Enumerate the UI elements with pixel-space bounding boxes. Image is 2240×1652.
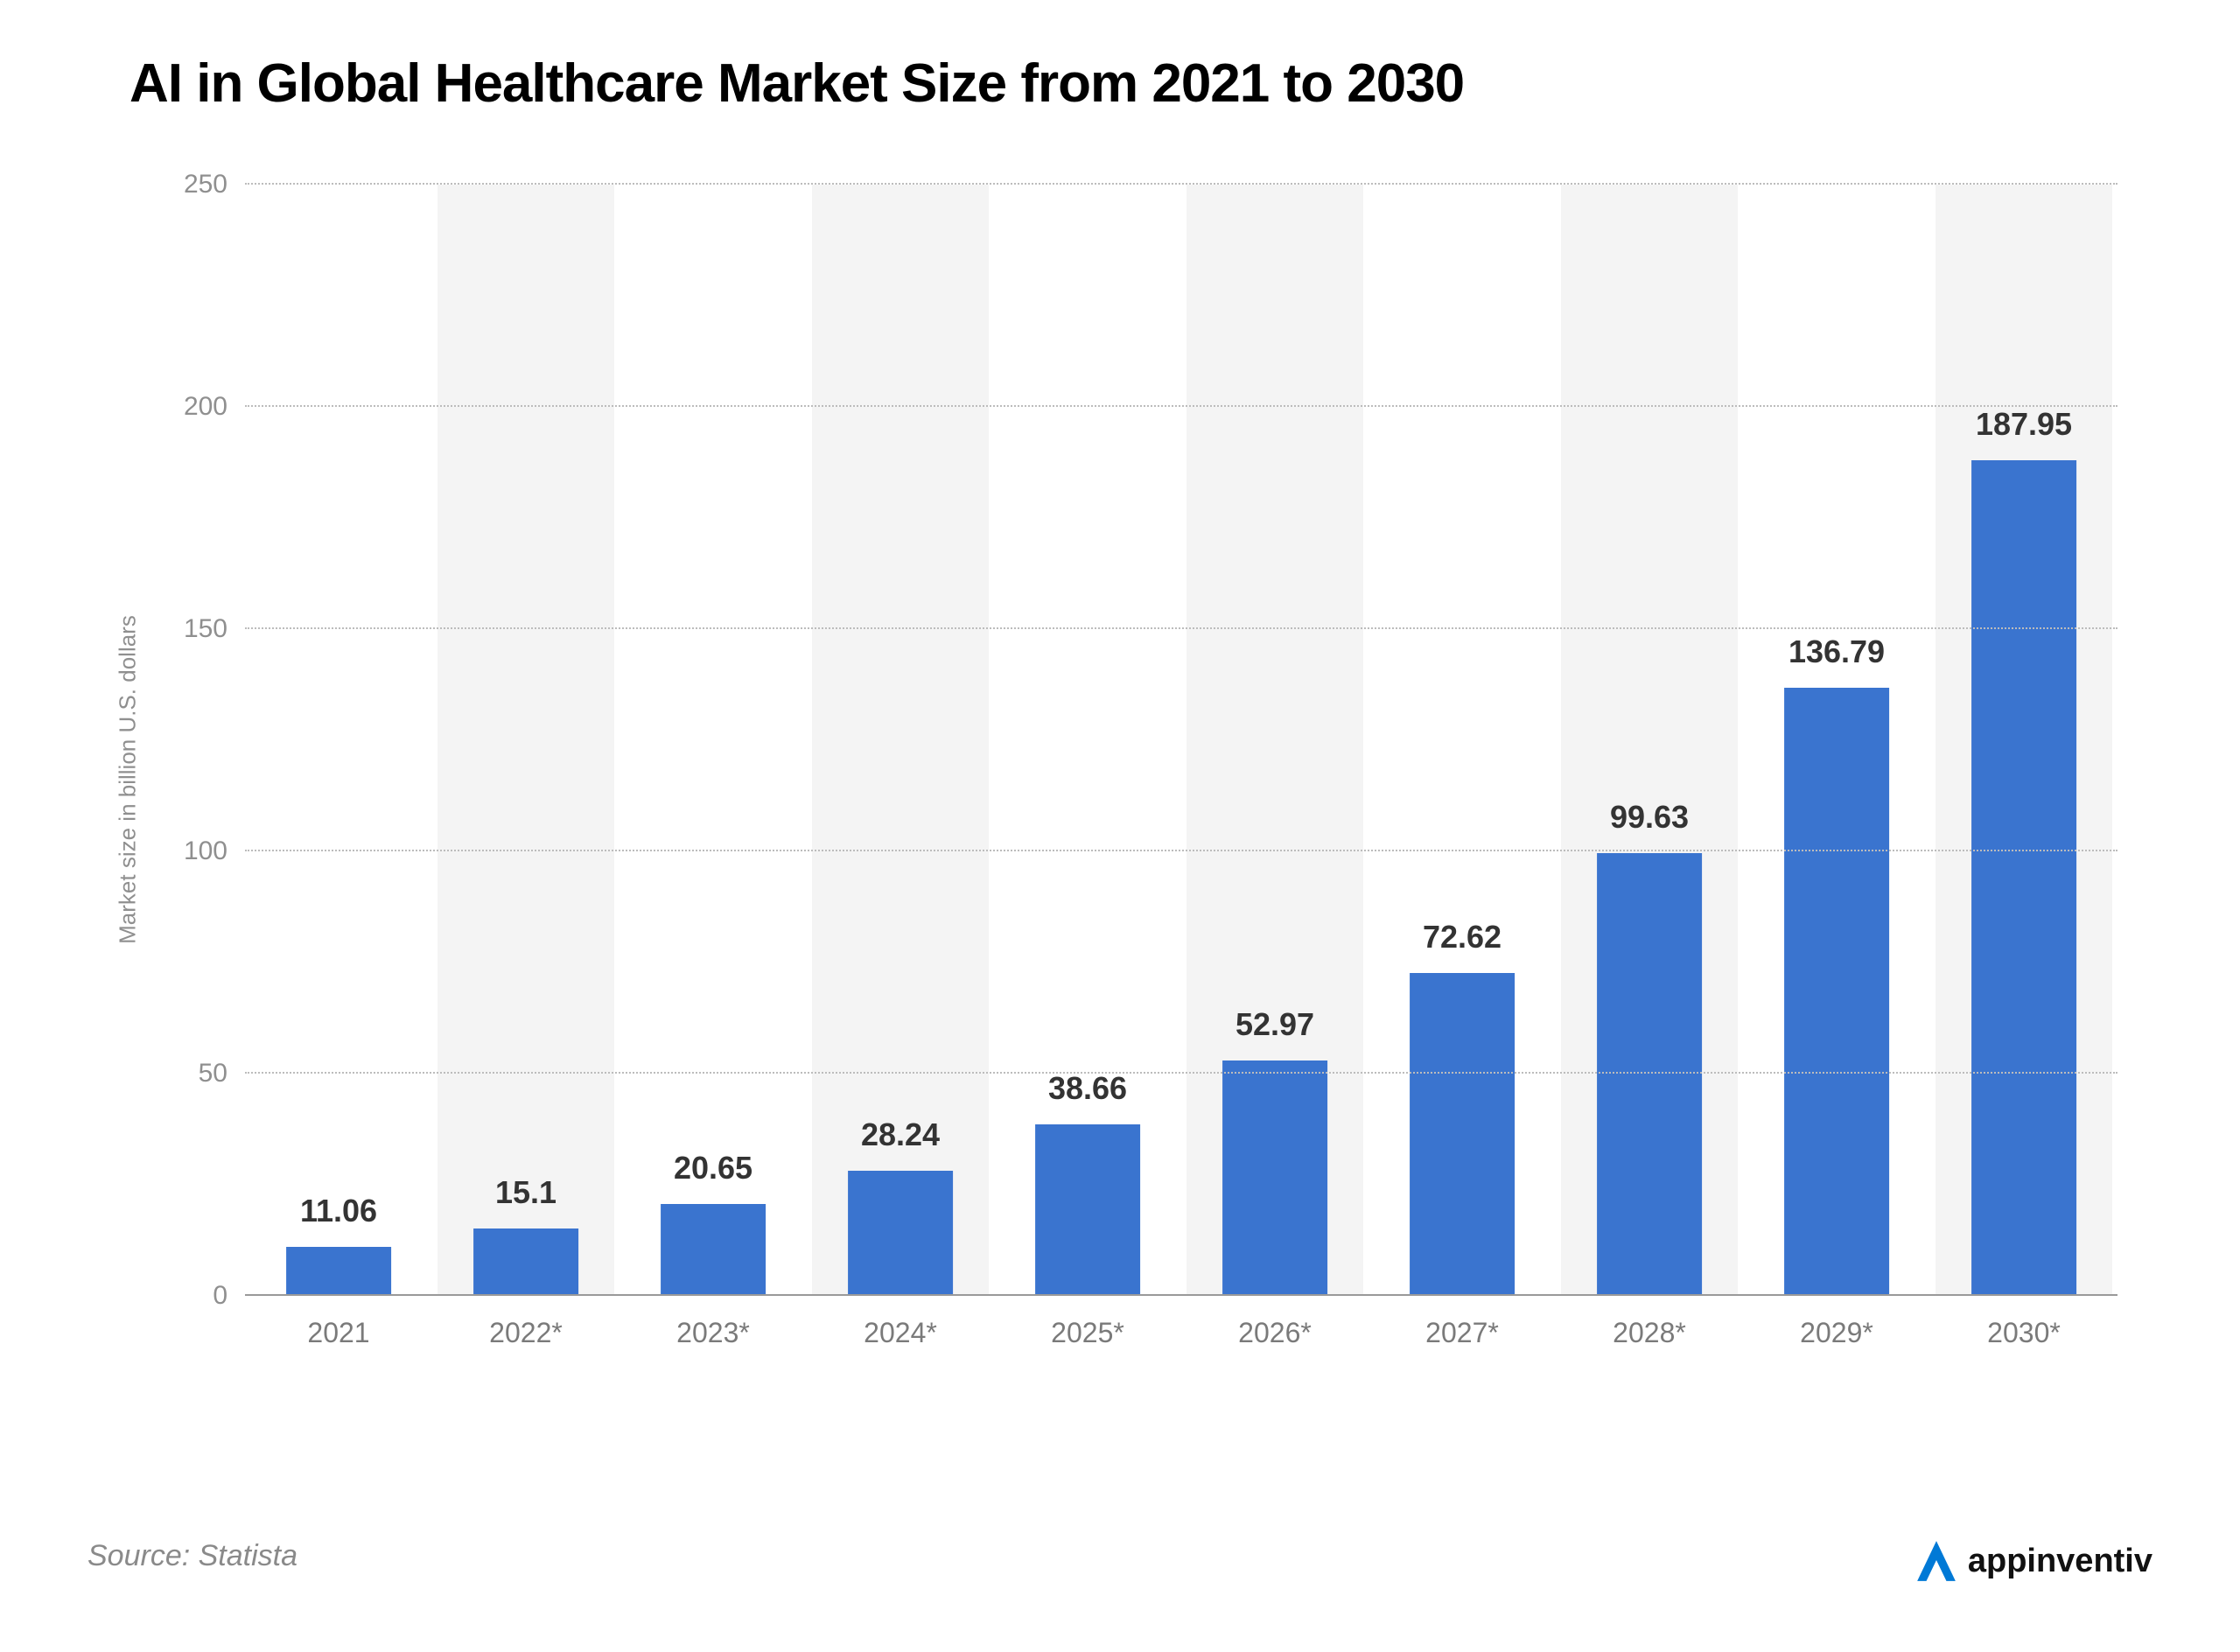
bar-value-label: 20.65 [674,1150,752,1186]
chart-container: AI in Global Healthcare Market Size from… [0,0,2240,1652]
bar-slot: 28.242024* [807,185,994,1296]
bar [1410,973,1515,1296]
x-tick-label: 2030* [1987,1317,2061,1349]
bar-value-label: 52.97 [1236,1006,1314,1043]
bar-slot: 187.952030* [1930,185,2118,1296]
y-tick-label: 150 [184,614,245,644]
x-tick-label: 2025* [1051,1317,1124,1349]
grid-line [245,405,2118,407]
bar-slot: 99.632028* [1556,185,1743,1296]
x-tick-label: 2021 [307,1317,369,1349]
bar-value-label: 28.24 [861,1116,940,1153]
bar-value-label: 15.1 [495,1174,556,1211]
bar [661,1204,766,1296]
source-text: Source: Statista [88,1539,298,1573]
bar [1035,1124,1140,1296]
bar [1597,853,1702,1296]
grid-line [245,1072,2118,1074]
bar-slot: 11.062021 [245,185,432,1296]
bar [848,1171,953,1296]
x-axis-baseline [245,1294,2118,1296]
bar-slot: 52.972026* [1181,185,1368,1296]
bar-slot: 136.792029* [1743,185,1930,1296]
bar [1222,1060,1327,1296]
y-tick-label: 50 [199,1059,245,1088]
grid-line [245,850,2118,851]
bar-value-label: 136.79 [1788,634,1885,670]
x-tick-label: 2023* [676,1317,750,1349]
plot-area: 11.06202115.12022*20.652023*28.242024*38… [245,185,2118,1296]
x-tick-label: 2024* [864,1317,937,1349]
y-tick-label: 0 [213,1281,245,1311]
x-tick-label: 2022* [489,1317,563,1349]
x-tick-label: 2029* [1800,1317,1873,1349]
y-tick-label: 200 [184,392,245,422]
y-tick-label: 100 [184,836,245,866]
brand-logo: appinventiv [1914,1538,2152,1584]
bar-value-label: 72.62 [1423,919,1502,956]
y-tick-label: 250 [184,170,245,200]
x-tick-label: 2026* [1238,1317,1312,1349]
bar-slot: 15.12022* [432,185,620,1296]
bar-value-label: 187.95 [1976,406,2072,443]
brand-text: appinventiv [1968,1543,2152,1580]
grid-line [245,627,2118,629]
x-tick-label: 2028* [1613,1317,1686,1349]
bar [286,1247,391,1296]
y-axis-label: Market size in billion U.S. dollars [115,615,142,944]
x-tick-label: 2027* [1425,1317,1499,1349]
grid-line [245,183,2118,185]
bar-slot: 38.662025* [994,185,1181,1296]
bar-slot: 20.652023* [620,185,807,1296]
brand-icon [1914,1538,1959,1584]
chart-area: Market size in billion U.S. dollars 11.0… [88,176,2152,1383]
bar-value-label: 11.06 [300,1193,377,1229]
bars-row: 11.06202115.12022*20.652023*28.242024*38… [245,185,2118,1296]
bar-value-label: 99.63 [1610,799,1689,836]
bar [1971,460,2076,1296]
bar-slot: 72.622027* [1368,185,1556,1296]
chart-title: AI in Global Healthcare Market Size from… [130,52,2152,115]
bar [1784,688,1889,1296]
backband [438,185,613,1296]
bar [473,1228,578,1296]
bar-value-label: 38.66 [1048,1070,1127,1107]
